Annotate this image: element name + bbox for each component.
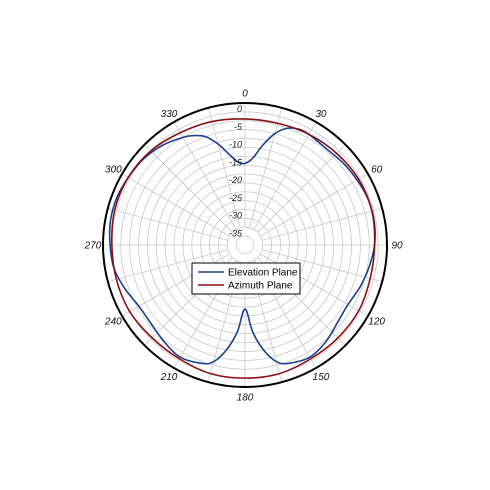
legend-label-azimuth: Azimuth Plane [228, 281, 293, 292]
grid-spoke [260, 173, 369, 237]
outer-ring [102, 102, 388, 388]
angle-label: 300 [105, 165, 122, 176]
angle-label: 240 [104, 317, 122, 328]
radial-tick-label: -35 [229, 228, 243, 238]
grid-spoke [107, 207, 228, 241]
legend: Elevation Plane Azimuth Plane [191, 262, 301, 295]
grid-spoke [207, 107, 241, 228]
grid-spoke [257, 144, 346, 233]
radial-tick-label: -10 [229, 140, 242, 150]
axis-labels: 0 -5 -10 -15 -20 -25 -30 -35 0 30 60 90 120 150 180 210… [84, 89, 403, 404]
grid-spoke [107, 249, 228, 283]
radial-tick-label: -20 [229, 175, 242, 185]
series-layer [108, 118, 376, 379]
grid-spoke [262, 207, 383, 241]
angle-label: 90 [391, 241, 403, 252]
angle-label: 150 [313, 372, 330, 383]
angle-label: 0 [242, 89, 248, 100]
angle-label: 270 [84, 241, 102, 252]
grid-spoke [262, 249, 383, 283]
grid-spoke [249, 107, 283, 228]
radial-tick-label: 0 [237, 104, 242, 114]
radial-tick-label: -5 [234, 122, 243, 132]
angle-label: 60 [371, 165, 383, 176]
radial-tick-label: -15 [229, 157, 243, 167]
grid-circle [235, 235, 255, 255]
legend-box [191, 262, 301, 295]
angle-label: 330 [161, 109, 178, 120]
grid-spoke [144, 144, 233, 233]
radial-tick-label: -30 [229, 211, 242, 221]
grid-spoke [253, 121, 317, 230]
angle-label: 30 [315, 109, 327, 120]
polar-grid [102, 102, 388, 388]
angle-label: 120 [368, 317, 385, 328]
angle-label: 180 [237, 393, 254, 404]
grid-spoke [121, 173, 230, 237]
legend-label-elevation: Elevation Plane [228, 268, 298, 279]
series-line-elevation-plane [108, 127, 376, 365]
grid-spoke [173, 121, 237, 230]
radial-tick-label: -25 [229, 193, 243, 203]
angle-label: 210 [160, 372, 178, 383]
series-line-azimuth-plane [111, 118, 376, 379]
